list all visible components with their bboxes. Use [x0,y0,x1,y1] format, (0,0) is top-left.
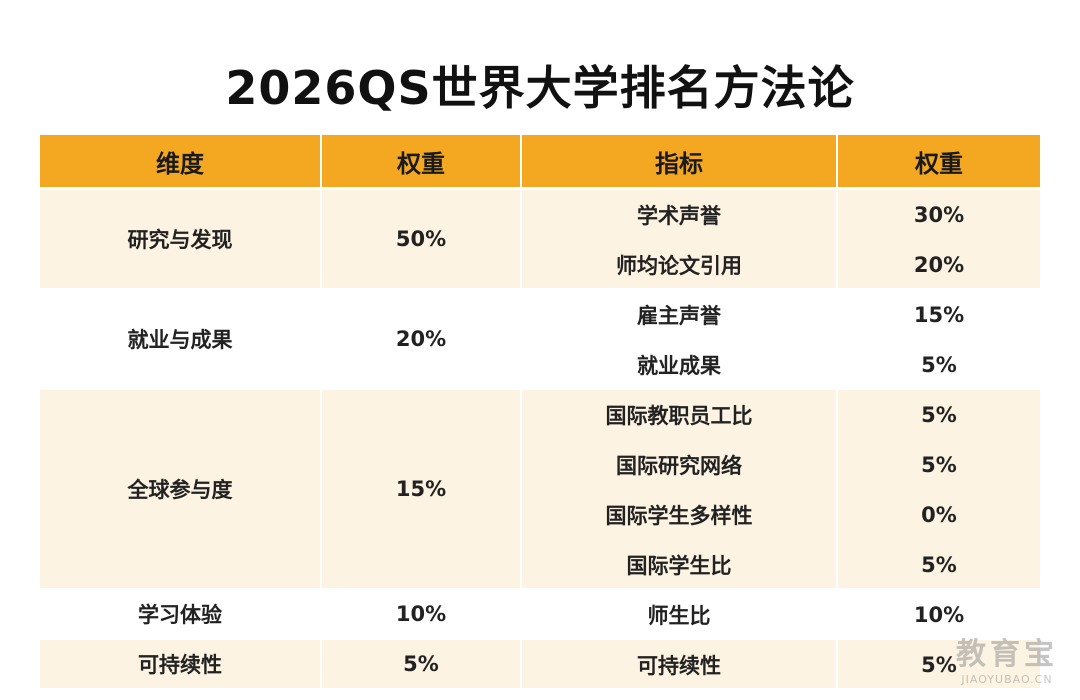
watermark: 教育宝 JIAOYUBAO.CN [956,629,1058,686]
dimension-weight: 5% [403,652,439,676]
column-divider [320,290,322,388]
column-divider [836,290,838,388]
indicator-weight: 10% [913,603,965,627]
indicator: 师均论文引用 [616,254,742,278]
column-divider [320,190,322,288]
dimension: 就业与成果 [127,328,233,352]
dimension-weight: 15% [395,477,447,501]
indicator: 师生比 [647,604,711,628]
indicator: 国际学生多样性 [605,504,753,528]
watermark-text: 教育宝 [956,637,1058,672]
dimension: 研究与发现 [127,228,233,252]
column-header: 权重 [838,135,1040,187]
column-header: 指标 [522,135,836,187]
indicator-weight: 0% [921,503,957,527]
indicator-weight: 15% [913,303,965,327]
group-background [40,390,1040,588]
column-divider [520,390,522,588]
group-background [40,590,1040,638]
indicator: 可持续性 [637,654,721,678]
dimension: 全球参与度 [127,478,233,502]
indicator-weight: 5% [921,453,957,477]
column-divider [320,590,322,638]
column-divider [520,290,522,388]
watermark-url: JIAOYUBAO.CN [961,673,1053,686]
dimension-weight: 20% [395,327,447,351]
indicator-weight: 30% [913,203,965,227]
column-divider [836,640,838,688]
title: 2026QS世界大学排名方法论 [225,61,855,115]
group-background [40,640,1040,688]
indicator-weight: 5% [921,653,957,677]
column-divider [320,640,322,688]
column-divider [320,390,322,588]
column-divider [836,390,838,588]
column-divider [520,590,522,638]
column-divider [520,190,522,288]
dimension: 可持续性 [138,653,222,677]
indicator: 国际学生比 [626,554,732,578]
column-header: 维度 [40,135,320,187]
dimension: 学习体验 [138,603,222,627]
indicator: 就业成果 [637,354,721,378]
dimension-weight: 50% [395,227,447,251]
indicator-weight: 20% [913,253,965,277]
column-header: 权重 [322,135,520,187]
group-background [40,190,1040,288]
indicator: 国际教职员工比 [605,404,753,428]
indicator: 学术声誉 [637,204,721,228]
indicator: 国际研究网络 [616,454,742,478]
column-divider [836,590,838,638]
indicator: 雇主声誉 [637,304,721,328]
indicator-weight: 5% [921,553,957,577]
column-divider [836,190,838,288]
group-background [40,290,1040,388]
column-divider [520,640,522,688]
dimension-weight: 10% [395,602,447,626]
indicator-weight: 5% [921,353,957,377]
indicator-weight: 5% [921,403,957,427]
